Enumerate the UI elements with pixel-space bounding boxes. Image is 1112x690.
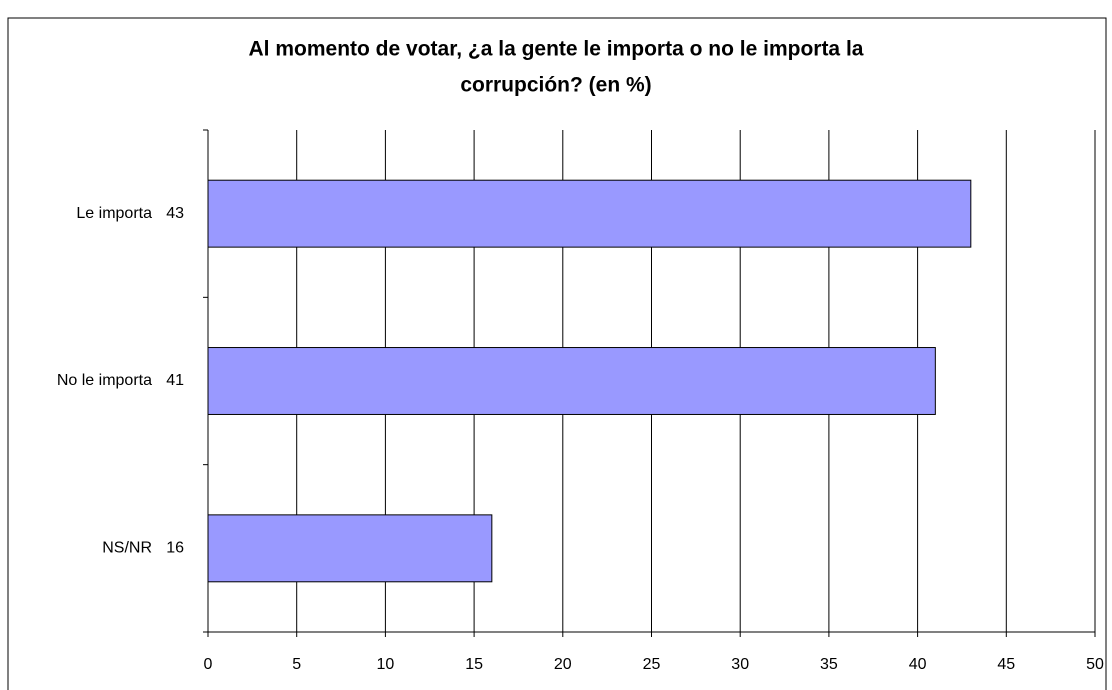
x-tick-label: 40	[909, 656, 927, 673]
chart-title: Al momento de votar, ¿a la gente le impo…	[249, 38, 864, 61]
bar	[207, 514, 493, 583]
value-label: 41	[166, 372, 184, 389]
bar	[207, 347, 936, 415]
y-tick-label: NS/NR	[102, 540, 152, 557]
x-tick-label: 5	[292, 656, 301, 673]
x-tick-label: 45	[997, 656, 1015, 673]
y-tick-label: Le importa	[76, 205, 152, 222]
x-tick-label: 30	[731, 656, 749, 673]
bar	[207, 179, 972, 248]
chart-title: corrupción? (en %)	[460, 74, 651, 97]
y-tick-label: No le importa	[57, 372, 152, 389]
x-tick-label: 10	[377, 656, 395, 673]
x-tick-label: 20	[554, 656, 572, 673]
value-label: 43	[166, 205, 184, 222]
value-label: 16	[166, 540, 184, 557]
x-tick-label: 35	[820, 656, 838, 673]
x-tick-label: 50	[1086, 656, 1104, 673]
x-tick-label: 0	[204, 656, 213, 673]
x-tick-label: 25	[643, 656, 661, 673]
x-tick-label: 15	[465, 656, 483, 673]
